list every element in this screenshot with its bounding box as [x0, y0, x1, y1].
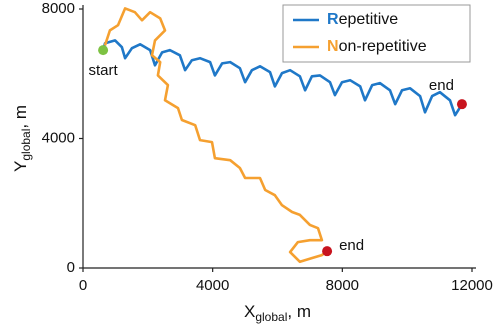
y-tick-label: 4000: [42, 129, 75, 146]
x-axis-label-unit: , m: [287, 302, 311, 321]
legend-rest: epetitive: [339, 11, 399, 28]
point-annotation: start: [89, 62, 119, 79]
trajectory-line: [103, 7, 328, 264]
x-tick-label: 0: [79, 277, 87, 294]
x-tick-label: 4000: [196, 277, 229, 294]
point-annotation: end: [429, 77, 454, 94]
point-annotation: end: [339, 237, 364, 254]
point-marker: [98, 45, 109, 56]
y-tick-label: 0: [67, 259, 75, 276]
point-marker: [456, 99, 467, 110]
x-tick-label: 8000: [326, 277, 359, 294]
legend-initial: R: [327, 11, 339, 28]
legend-label: Non-repetitive: [327, 38, 427, 55]
legend-initial: N: [327, 38, 339, 55]
y-axis-label-main: Y: [11, 161, 30, 172]
point-marker: [322, 246, 333, 257]
x-axis-label-sub: global: [255, 310, 287, 324]
y-axis-label-sub: global: [19, 129, 33, 161]
legend-box: [282, 4, 471, 63]
x-axis-label: Xglobal, m: [244, 302, 311, 324]
y-axis-label: Yglobal, m: [11, 105, 33, 172]
x-axis-label-main: X: [244, 302, 255, 321]
x-tick-label: 12000: [451, 277, 493, 294]
y-tick-label: 8000: [42, 0, 75, 17]
legend-label: Repetitive: [327, 11, 398, 28]
trajectory-line: [101, 39, 464, 117]
legend-rest: on-repetitive: [339, 38, 427, 55]
y-axis-label-unit: , m: [11, 105, 30, 129]
